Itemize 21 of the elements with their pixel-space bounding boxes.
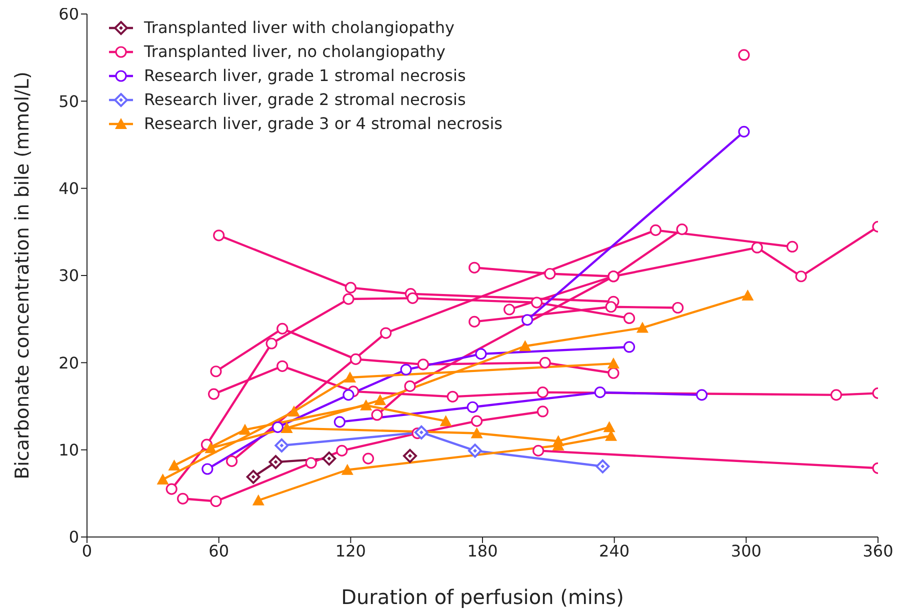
- y-tick-label: 20: [58, 353, 79, 372]
- x-tick-label: 300: [730, 541, 762, 560]
- legend-label: Research liver, grade 3 or 4 stromal necrosis: [144, 113, 502, 135]
- y-tick-label: 40: [58, 179, 79, 198]
- legend-label: Research liver, grade 2 stromal necrosis: [144, 89, 466, 111]
- legend-label: Research liver, grade 1 stromal necrosis: [144, 65, 466, 87]
- x-tick-label: 120: [335, 541, 366, 560]
- y-tick-label: 60: [58, 4, 79, 24]
- x-tick-label: 180: [467, 541, 498, 560]
- legend-label: Transplanted liver, no cholangiopathy: [144, 41, 446, 63]
- x-tick-label: 360: [862, 541, 894, 560]
- x-tick-label: 240: [599, 541, 630, 560]
- y-tick-label: 0: [68, 528, 79, 547]
- x-tick-label: 0: [82, 541, 92, 560]
- x-axis-title: Duration of perfusion (mins): [341, 585, 624, 609]
- y-tick-label: 50: [58, 92, 79, 111]
- y-axis-title: Bicarbonate concentration in bile (mmol/L): [12, 72, 34, 480]
- x-tick-label: 60: [208, 541, 230, 560]
- legend-label: Transplanted liver with cholangiopathy: [144, 17, 454, 39]
- y-tick-label: 10: [58, 440, 79, 460]
- y-tick-label: 30: [58, 266, 79, 286]
